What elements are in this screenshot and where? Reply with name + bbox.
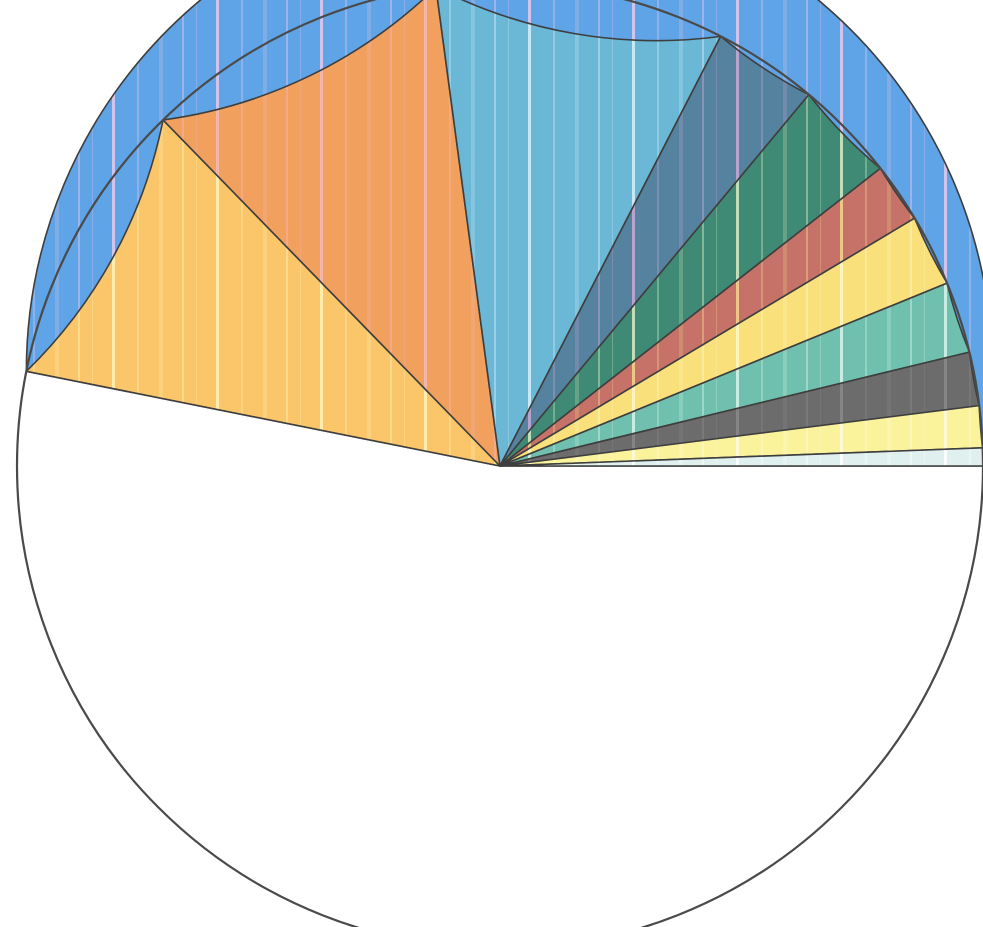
pie-slices xyxy=(26,0,983,466)
